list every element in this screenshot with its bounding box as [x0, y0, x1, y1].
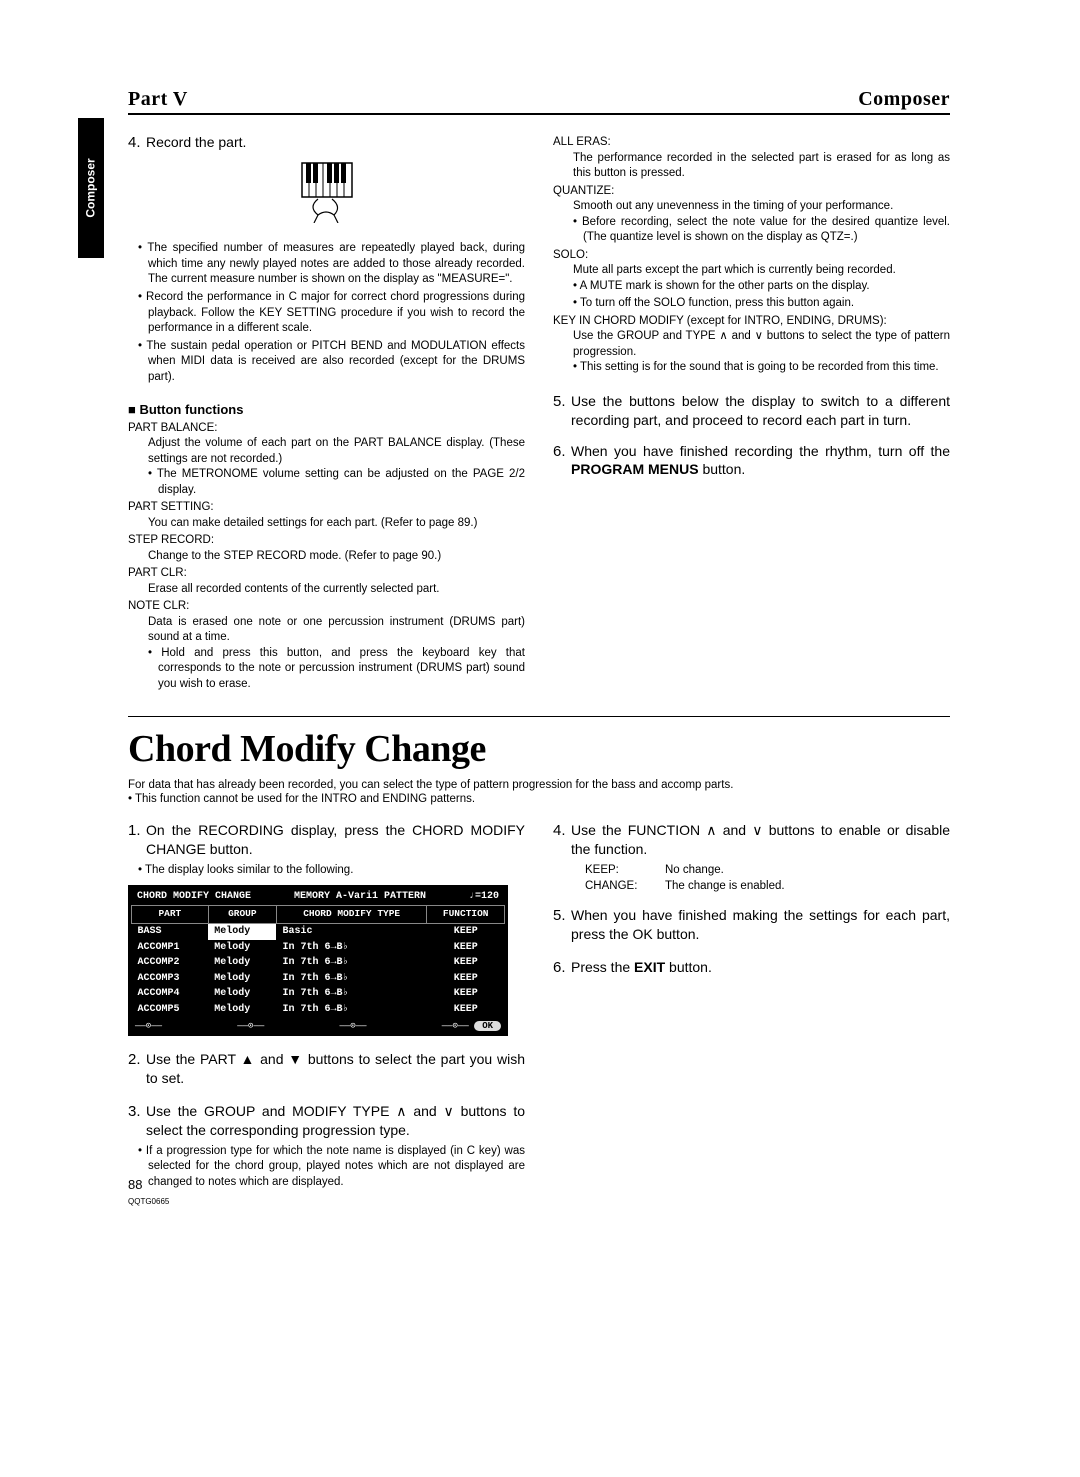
composer-side-tab: Composer — [78, 118, 104, 258]
def-note-clr: NOTE CLR: — [128, 599, 525, 615]
step-number-4: 4. — [128, 133, 146, 153]
def-quantize-sub: • Before recording, select the note valu… — [553, 215, 950, 246]
def-keyin-body: Use the GROUP and TYPE ∧ and ∨ buttons t… — [553, 329, 950, 360]
s2-step1-sub: • The display looks similar to the follo… — [128, 863, 525, 879]
table-row: ACCOMP4MelodyIn 7th 6→B♭KEEP — [132, 986, 505, 1002]
ok-button: OK — [474, 1021, 501, 1031]
def-part-clr-body: Erase all recorded contents of the curre… — [128, 582, 525, 598]
def-part-clr: PART CLR: — [128, 566, 525, 582]
col-group: GROUP — [208, 906, 276, 924]
s2-step3-text: Use the GROUP and MODIFY TYPE ∧ and ∨ bu… — [146, 1102, 525, 1140]
step-number-5: 5. — [553, 392, 571, 430]
def-solo-sub1: • A MUTE mark is shown for the other par… — [553, 279, 950, 295]
piano-illustration — [128, 161, 525, 227]
display-screenshot: CHORD MODIFY CHANGE MEMORY A-Vari1 PATTE… — [128, 885, 508, 1036]
change-value: The change is enabled. — [665, 879, 950, 895]
screen-title: CHORD MODIFY CHANGE — [137, 890, 251, 904]
screen-subtitle: MEMORY A-Vari1 PATTERN — [294, 890, 426, 904]
left-bullet-1: • Record the performance in C major for … — [128, 290, 525, 337]
def-quantize: QUANTIZE: — [553, 184, 950, 200]
table-row: ACCOMP5MelodyIn 7th 6→B♭KEEP — [132, 1002, 505, 1018]
table-row: BASSMelodyBasicKEEP — [132, 924, 505, 940]
def-solo-sub2: • To turn off the SOLO function, press t… — [553, 296, 950, 312]
left-column: 4. Record the part. — [128, 133, 525, 694]
step4-text: Record the part. — [146, 133, 525, 153]
keep-value: No change. — [665, 863, 950, 879]
section2-right-column: 4. Use the FUNCTION ∧ and ∨ buttons to e… — [553, 821, 950, 1192]
step6-text: When you have finished recording the rhy… — [571, 442, 950, 480]
part-label: Part V — [128, 88, 188, 111]
screen-table: PART GROUP CHORD MODIFY TYPE FUNCTION BA… — [131, 905, 505, 1017]
s2-step3-sub: • If a progression type for which the no… — [128, 1144, 525, 1191]
step5-text: Use the buttons below the display to swi… — [571, 392, 950, 430]
composer-label: Composer — [858, 88, 950, 111]
def-part-setting-body: You can make detailed settings for each … — [128, 516, 525, 532]
s2-step1-text: On the RECORDING display, press the CHOR… — [146, 821, 525, 859]
button-functions-heading: Button functions — [128, 401, 525, 419]
s2-step4-text: Use the FUNCTION ∧ and ∨ buttons to enab… — [571, 821, 950, 859]
col-function: FUNCTION — [427, 906, 505, 924]
def-part-balance-body: Adjust the volume of each part on the PA… — [128, 436, 525, 467]
intro-text-2: • This function cannot be used for the I… — [128, 793, 950, 805]
table-row: ACCOMP3MelodyIn 7th 6→B♭KEEP — [132, 971, 505, 987]
def-part-setting: PART SETTING: — [128, 500, 525, 516]
s2-step-number-5: 5. — [553, 906, 571, 944]
page-number: 88 — [128, 1177, 142, 1192]
section2-left-column: 1. On the RECORDING display, press the C… — [128, 821, 525, 1192]
col-type: CHORD MODIFY TYPE — [276, 906, 426, 924]
page-header: Part V Composer — [128, 88, 950, 115]
table-row: ACCOMP1MelodyIn 7th 6→B♭KEEP — [132, 940, 505, 956]
step-number-6: 6. — [553, 442, 571, 480]
screen-tempo: ♩=120 — [469, 890, 499, 904]
def-solo-body: Mute all parts except the part which is … — [553, 263, 950, 279]
s2-step-number-3: 3. — [128, 1102, 146, 1140]
col-part: PART — [132, 906, 209, 924]
def-all-eras-body: The performance recorded in the selected… — [553, 151, 950, 182]
def-note-clr-sub: • Hold and press this button, and press … — [128, 646, 525, 693]
intro-text-1: For data that has already been recorded,… — [128, 779, 950, 791]
def-quantize-body: Smooth out any unevenness in the timing … — [553, 199, 950, 215]
def-step-record: STEP RECORD: — [128, 533, 525, 549]
change-label: CHANGE: — [585, 879, 665, 895]
s2-step-number-4: 4. — [553, 821, 571, 859]
right-column: ALL ERAS: The performance recorded in th… — [553, 133, 950, 694]
s2-step-number-1: 1. — [128, 821, 146, 859]
s2-step-number-2: 2. — [128, 1050, 146, 1088]
section-divider — [128, 716, 950, 717]
chord-modify-title: Chord Modify Change — [128, 727, 950, 771]
table-row: ACCOMP2MelodyIn 7th 6→B♭KEEP — [132, 955, 505, 971]
def-part-balance: PART BALANCE: — [128, 421, 525, 437]
def-step-record-body: Change to the STEP RECORD mode. (Refer t… — [128, 549, 525, 565]
keep-label: KEEP: — [585, 863, 665, 879]
s2-step5-text: When you have finished making the settin… — [571, 906, 950, 944]
def-keyin-sub: • This setting is for the sound that is … — [553, 360, 950, 376]
def-keyin: KEY IN CHORD MODIFY (except for INTRO, E… — [553, 314, 950, 330]
left-bullet-2: • The sustain pedal operation or PITCH B… — [128, 339, 525, 386]
doc-code: QQTG0665 — [128, 1197, 169, 1206]
s2-step6-text: Press the EXIT button. — [571, 958, 950, 978]
s2-step-number-6: 6. — [553, 958, 571, 978]
def-note-clr-body: Data is erased one note or one percussio… — [128, 615, 525, 646]
def-part-balance-sub: • The METRONOME volume setting can be ad… — [128, 467, 525, 498]
s2-step2-text: Use the PART ▲ and ▼ buttons to select t… — [146, 1050, 525, 1088]
def-all-eras: ALL ERAS: — [553, 135, 950, 151]
def-solo: SOLO: — [553, 248, 950, 264]
left-bullet-0: • The specified number of measures are r… — [128, 241, 525, 288]
